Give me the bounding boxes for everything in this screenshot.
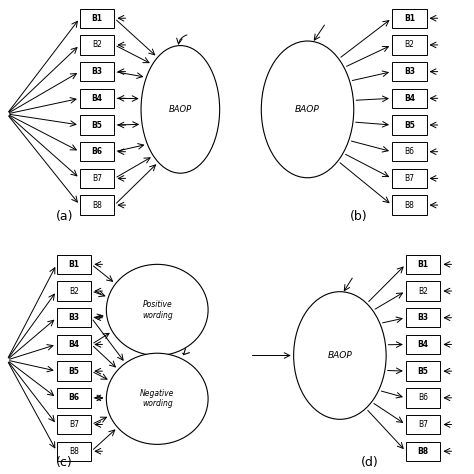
- Text: B2: B2: [92, 40, 102, 49]
- FancyBboxPatch shape: [80, 115, 114, 135]
- Text: (b): (b): [350, 210, 367, 223]
- FancyBboxPatch shape: [57, 308, 91, 328]
- FancyBboxPatch shape: [392, 35, 427, 55]
- Text: B4: B4: [91, 94, 102, 103]
- Text: B4: B4: [404, 94, 415, 103]
- Text: B8: B8: [404, 201, 414, 210]
- Text: B7: B7: [418, 420, 428, 429]
- Text: B3: B3: [91, 67, 102, 76]
- Text: B4: B4: [68, 340, 80, 349]
- Text: B6: B6: [68, 393, 80, 402]
- FancyBboxPatch shape: [57, 415, 91, 434]
- FancyBboxPatch shape: [80, 35, 114, 55]
- Text: B8: B8: [418, 447, 428, 456]
- FancyBboxPatch shape: [406, 308, 440, 328]
- Text: B1: B1: [91, 14, 102, 23]
- Text: B1: B1: [68, 260, 80, 269]
- Text: B2: B2: [418, 287, 428, 296]
- FancyBboxPatch shape: [80, 195, 114, 215]
- Text: BAOP: BAOP: [169, 105, 192, 114]
- Text: BAOP: BAOP: [295, 105, 320, 114]
- FancyBboxPatch shape: [392, 89, 427, 108]
- Text: B1: B1: [404, 14, 415, 23]
- Text: B7: B7: [69, 420, 79, 429]
- FancyBboxPatch shape: [392, 9, 427, 28]
- Text: B8: B8: [69, 447, 79, 456]
- FancyBboxPatch shape: [406, 255, 440, 274]
- FancyBboxPatch shape: [392, 195, 427, 215]
- Ellipse shape: [141, 46, 219, 173]
- Text: B3: B3: [418, 313, 428, 322]
- FancyBboxPatch shape: [406, 282, 440, 301]
- FancyBboxPatch shape: [392, 115, 427, 135]
- Text: B7: B7: [92, 174, 102, 183]
- FancyBboxPatch shape: [57, 388, 91, 408]
- Text: B8: B8: [92, 201, 102, 210]
- Text: B5: B5: [91, 120, 102, 129]
- Text: Negative
wording: Negative wording: [140, 389, 174, 409]
- FancyBboxPatch shape: [80, 169, 114, 188]
- Text: (a): (a): [56, 210, 73, 223]
- Ellipse shape: [294, 292, 386, 419]
- FancyBboxPatch shape: [80, 89, 114, 108]
- Text: B6: B6: [91, 147, 102, 156]
- Ellipse shape: [106, 264, 208, 356]
- FancyBboxPatch shape: [57, 441, 91, 461]
- Text: B5: B5: [404, 120, 415, 129]
- FancyBboxPatch shape: [406, 388, 440, 408]
- FancyBboxPatch shape: [406, 362, 440, 381]
- Text: BAOP: BAOP: [328, 351, 352, 360]
- FancyBboxPatch shape: [57, 282, 91, 301]
- Text: B3: B3: [404, 67, 415, 76]
- FancyBboxPatch shape: [406, 415, 440, 434]
- FancyBboxPatch shape: [80, 142, 114, 161]
- FancyBboxPatch shape: [392, 169, 427, 188]
- Text: B5: B5: [418, 366, 428, 375]
- Text: (c): (c): [56, 456, 73, 469]
- Text: B2: B2: [69, 287, 79, 296]
- FancyBboxPatch shape: [57, 335, 91, 354]
- Text: B3: B3: [68, 313, 80, 322]
- Text: B5: B5: [69, 366, 80, 375]
- Text: B1: B1: [418, 260, 428, 269]
- FancyBboxPatch shape: [392, 142, 427, 161]
- FancyBboxPatch shape: [80, 62, 114, 82]
- Text: B2: B2: [404, 40, 414, 49]
- Ellipse shape: [261, 41, 354, 178]
- FancyBboxPatch shape: [57, 362, 91, 381]
- Text: B6: B6: [418, 393, 428, 402]
- FancyBboxPatch shape: [57, 255, 91, 274]
- FancyBboxPatch shape: [80, 9, 114, 28]
- Text: (d): (d): [361, 456, 379, 469]
- Text: Positive
wording: Positive wording: [142, 300, 173, 319]
- Ellipse shape: [106, 353, 208, 444]
- Text: B4: B4: [418, 340, 428, 349]
- Text: B7: B7: [404, 174, 414, 183]
- Text: B6: B6: [404, 147, 414, 156]
- FancyBboxPatch shape: [406, 335, 440, 354]
- FancyBboxPatch shape: [406, 441, 440, 461]
- FancyBboxPatch shape: [392, 62, 427, 82]
